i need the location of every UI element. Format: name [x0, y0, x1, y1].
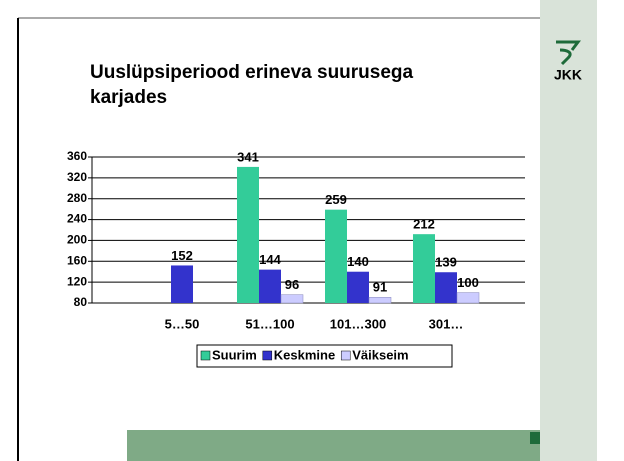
x-tick-label: 5…50	[165, 316, 200, 331]
y-tick-label: 320	[67, 170, 87, 184]
legend-box	[196, 344, 453, 368]
corner-square	[530, 432, 540, 444]
y-tick-label: 80	[74, 295, 88, 309]
bar	[456, 292, 480, 304]
x-tick-label: 301…	[429, 316, 464, 331]
legend-swatch	[340, 350, 351, 361]
bar	[413, 234, 435, 303]
y-tick-label: 120	[67, 274, 87, 288]
data-label: 91	[373, 280, 387, 295]
data-label: 140	[347, 254, 369, 269]
chart-title: Uuslüpsiperiood erineva suurusega karjade…	[90, 62, 414, 108]
bar	[280, 294, 304, 304]
y-tick-label: 360	[67, 149, 87, 163]
x-tick-label: 101…300	[330, 316, 386, 331]
bar	[368, 297, 392, 304]
data-label: 96	[285, 277, 299, 292]
legend-label: Suurim	[212, 347, 257, 362]
legend-swatch	[200, 350, 211, 361]
y-tick-label: 160	[67, 253, 87, 267]
logo-symbol	[556, 40, 581, 66]
data-label: 152	[171, 248, 193, 263]
logo-text: JKK	[554, 67, 582, 83]
y-tick-label: 240	[67, 212, 87, 226]
data-label: 144	[259, 252, 281, 267]
bar	[325, 209, 347, 303]
y-tick-label: 200	[67, 233, 87, 247]
bar	[259, 269, 281, 303]
x-tick-label: 51…100	[245, 316, 294, 331]
side-strip	[540, 0, 597, 461]
bottom-bar	[127, 430, 540, 461]
bar	[171, 265, 193, 303]
data-label: 341	[237, 149, 259, 164]
data-label: 259	[325, 192, 347, 207]
y-tick-label: 280	[67, 191, 87, 205]
legend-label: Väikseim	[352, 347, 408, 362]
data-label: 212	[413, 217, 435, 232]
bar	[435, 272, 457, 303]
bar	[237, 166, 259, 303]
bar	[347, 271, 369, 303]
legend-swatch	[262, 350, 273, 361]
legend-label: Keskmine	[274, 347, 335, 362]
data-label: 139	[435, 255, 457, 270]
data-label: 100	[457, 275, 479, 290]
